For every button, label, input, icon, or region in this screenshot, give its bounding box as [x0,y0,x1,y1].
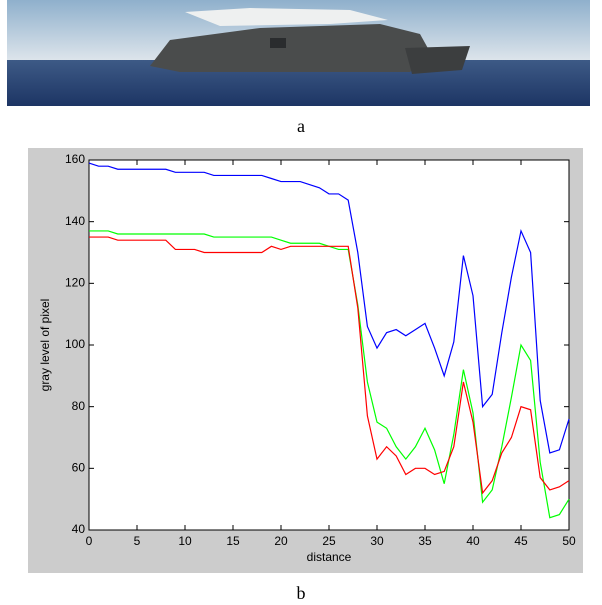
plot-area [88,159,570,531]
x-tick-label: 50 [562,534,576,548]
y-tick-label: 140 [65,214,85,228]
x-tick-label: 15 [226,534,240,548]
data-line [88,162,570,454]
x-tick-label: 45 [514,534,528,548]
x-tick-label: 40 [466,534,480,548]
x-tick-label: 5 [134,534,141,548]
caption-a: a [297,116,305,136]
y-tick-label: 160 [65,152,85,166]
y-tick-label: 80 [72,399,86,413]
x-axis-label: distance [307,550,352,564]
y-tick-label: 60 [72,461,86,475]
x-tick-label: 20 [274,534,288,548]
x-tick-label: 25 [322,534,336,548]
caption-b: b [297,583,306,603]
photo [7,0,590,106]
y-tick-label: 40 [72,522,86,536]
x-tick-label: 10 [178,534,192,548]
x-tick-label: 30 [370,534,384,548]
x-tick-label: 0 [86,534,93,548]
y-axis-label: gray level of pixel [38,299,52,392]
y-tick-label: 100 [65,337,85,351]
x-tick-label: 35 [418,534,432,548]
y-tick-label: 120 [65,276,85,290]
data-line [89,236,570,495]
